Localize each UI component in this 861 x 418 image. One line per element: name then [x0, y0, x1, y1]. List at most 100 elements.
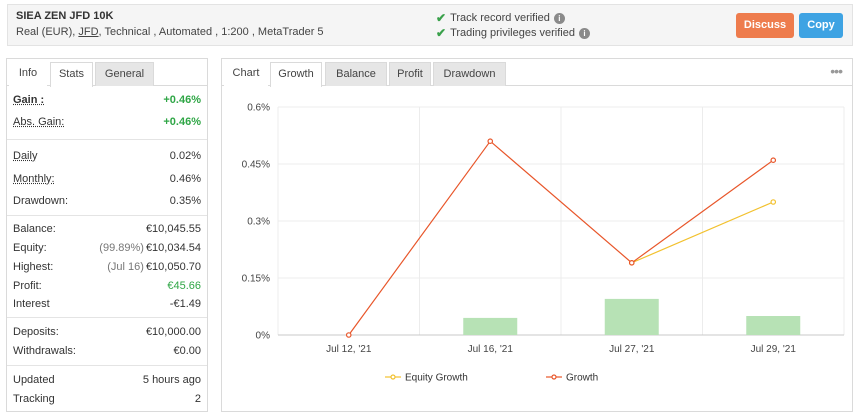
growth-legend-label: Growth — [566, 373, 598, 384]
y-tick-label: 0.45% — [242, 160, 270, 171]
discuss-button[interactable]: Discuss — [736, 13, 794, 38]
growth-chart: 0% 0.15% 0.3% 0.45% 0.6% Jul 12, '21 Jul 16, '… — [242, 103, 845, 384]
tab-chart[interactable]: Chart — [224, 62, 268, 86]
account-meta-prefix: Real (EUR), — [16, 26, 76, 38]
stat-tracking: Tracking 2 — [13, 390, 201, 408]
stat-label: Tracking — [13, 393, 55, 405]
chart-panel: Chart Growth Balance Profit Drawdown •••… — [221, 58, 853, 412]
stat-drawdown: Drawdown: 0.35% — [13, 192, 201, 210]
stat-label: Deposits: — [13, 326, 59, 338]
stat-value: (Jul 16) €10,050.70 — [107, 258, 201, 276]
stat-daily: Daily 0.02% — [13, 147, 201, 165]
stat-withdrawals: Withdrawals: €0.00 — [13, 342, 201, 360]
stat-monthly: Monthly: 0.46% — [13, 170, 201, 188]
info-icon[interactable]: i — [553, 12, 565, 24]
trading-privileges-label: Trading privileges verified — [450, 27, 575, 39]
check-icon: ✔ — [436, 26, 447, 40]
stat-value: €0.00 — [173, 345, 201, 357]
stat-value: (99.89%) €10,034.54 — [99, 239, 201, 257]
tab-profit[interactable]: Profit — [389, 62, 431, 86]
stat-abs-gain: Abs. Gain: +0.46% — [13, 113, 201, 131]
tab-balance[interactable]: Balance — [325, 62, 387, 86]
growth-point — [770, 157, 777, 164]
growth-line — [348, 140, 774, 336]
stat-label: Profit: — [13, 280, 42, 292]
tab-drawdown[interactable]: Drawdown — [433, 62, 506, 86]
track-record-label: Track record verified — [450, 12, 550, 24]
x-tick-label: Jul 16, '21 — [468, 344, 514, 355]
stat-value: €10,000.00 — [145, 326, 201, 338]
stat-value: +0.46% — [163, 94, 201, 106]
stats-tabs: Info Stats General — [7, 59, 207, 87]
growth-point — [628, 260, 635, 266]
x-tick-label: Jul 27, '21 — [609, 344, 655, 355]
more-options-icon[interactable]: ••• — [830, 63, 843, 79]
bar — [604, 298, 659, 335]
stat-profit: Profit: €45.66 — [13, 277, 201, 295]
stat-label: Withdrawals: — [13, 345, 76, 357]
chart-tabs: Chart Growth Balance Profit Drawdown ••• — [222, 59, 852, 87]
stat-deposits: Deposits: €10,000.00 — [13, 323, 201, 341]
equity-growth-legend-label: Equity Growth — [405, 373, 468, 384]
stat-pre: (99.89%) — [99, 242, 144, 254]
stat-label: Updated — [13, 374, 55, 386]
x-tick-label: Jul 12, '21 — [326, 344, 372, 355]
stat-highest: Highest: (Jul 16) €10,050.70 — [13, 258, 201, 276]
divider — [7, 215, 207, 216]
track-record-verified: ✔ Track record verified i — [436, 11, 565, 25]
stat-label[interactable]: Daily — [13, 150, 38, 162]
growth-legend-marker — [551, 374, 557, 380]
y-tick-label: 0.15% — [242, 274, 270, 285]
stat-balance: Balance: €10,045.55 — [13, 220, 201, 238]
tab-growth[interactable]: Growth — [270, 62, 322, 87]
stat-value: +0.46% — [163, 116, 201, 128]
y-tick-label: 0.3% — [247, 217, 270, 228]
stat-label: Highest: — [13, 261, 54, 273]
copy-button[interactable]: Copy — [799, 13, 843, 38]
stat-label[interactable]: Monthly: — [13, 173, 55, 185]
check-icon: ✔ — [436, 11, 447, 25]
account-header: SIEA ZEN JFD 10K Real (EUR), JFD, Techni… — [7, 4, 853, 46]
stat-value: -€1.49 — [169, 298, 201, 310]
equity-growth-point — [770, 199, 777, 205]
stat-value: €10,045.55 — [145, 223, 201, 235]
account-meta: Real (EUR), JFD, Technical , Automated ,… — [16, 26, 324, 38]
stat-label: Drawdown: — [13, 195, 69, 207]
trading-privileges-verified: ✔ Trading privileges verified i — [436, 26, 590, 40]
equity-growth-legend-marker — [390, 374, 396, 380]
stat-value: 0.02% — [169, 150, 201, 162]
stats-panel: Info Stats General Gain : +0.46% Abs. Ga… — [6, 58, 208, 412]
bar — [746, 316, 801, 335]
stat-amount: €10,034.54 — [145, 242, 201, 254]
tab-stats[interactable]: Stats — [50, 62, 93, 87]
stat-value: €45.66 — [167, 280, 201, 292]
divider — [7, 317, 207, 318]
account-meta-suffix: , Technical , Automated , 1:200 , MetaTr… — [98, 26, 324, 38]
stat-value: 0.46% — [169, 173, 201, 185]
account-name: SIEA ZEN JFD 10K — [16, 10, 114, 22]
tab-general[interactable]: General — [95, 62, 154, 86]
stat-label[interactable]: Abs. Gain: — [13, 116, 65, 128]
stat-pre: (Jul 16) — [107, 261, 144, 273]
broker-link[interactable]: JFD — [78, 26, 99, 38]
divider — [7, 365, 207, 366]
tab-info[interactable]: Info — [9, 62, 47, 86]
stat-interest: Interest -€1.49 — [13, 295, 201, 313]
stat-equity: Equity: (99.89%) €10,034.54 — [13, 239, 201, 257]
stat-label: Balance: — [13, 223, 56, 235]
y-tick-label: 0.6% — [247, 103, 270, 114]
stat-updated: Updated 5 hours ago — [13, 371, 201, 389]
x-tick-label: Jul 29, '21 — [751, 344, 797, 355]
equity-growth-line — [631, 201, 774, 264]
bar — [463, 317, 518, 335]
stat-label[interactable]: Gain : — [13, 94, 45, 106]
growth-point — [345, 332, 352, 338]
stat-amount: €10,050.70 — [145, 261, 201, 273]
info-icon[interactable]: i — [579, 27, 590, 39]
y-tick-label: 0% — [256, 331, 271, 342]
stat-label: Interest — [13, 298, 50, 310]
stat-value: 2 — [194, 393, 201, 405]
stat-value: 0.35% — [169, 195, 201, 207]
divider — [7, 139, 207, 140]
growth-point — [487, 138, 494, 145]
